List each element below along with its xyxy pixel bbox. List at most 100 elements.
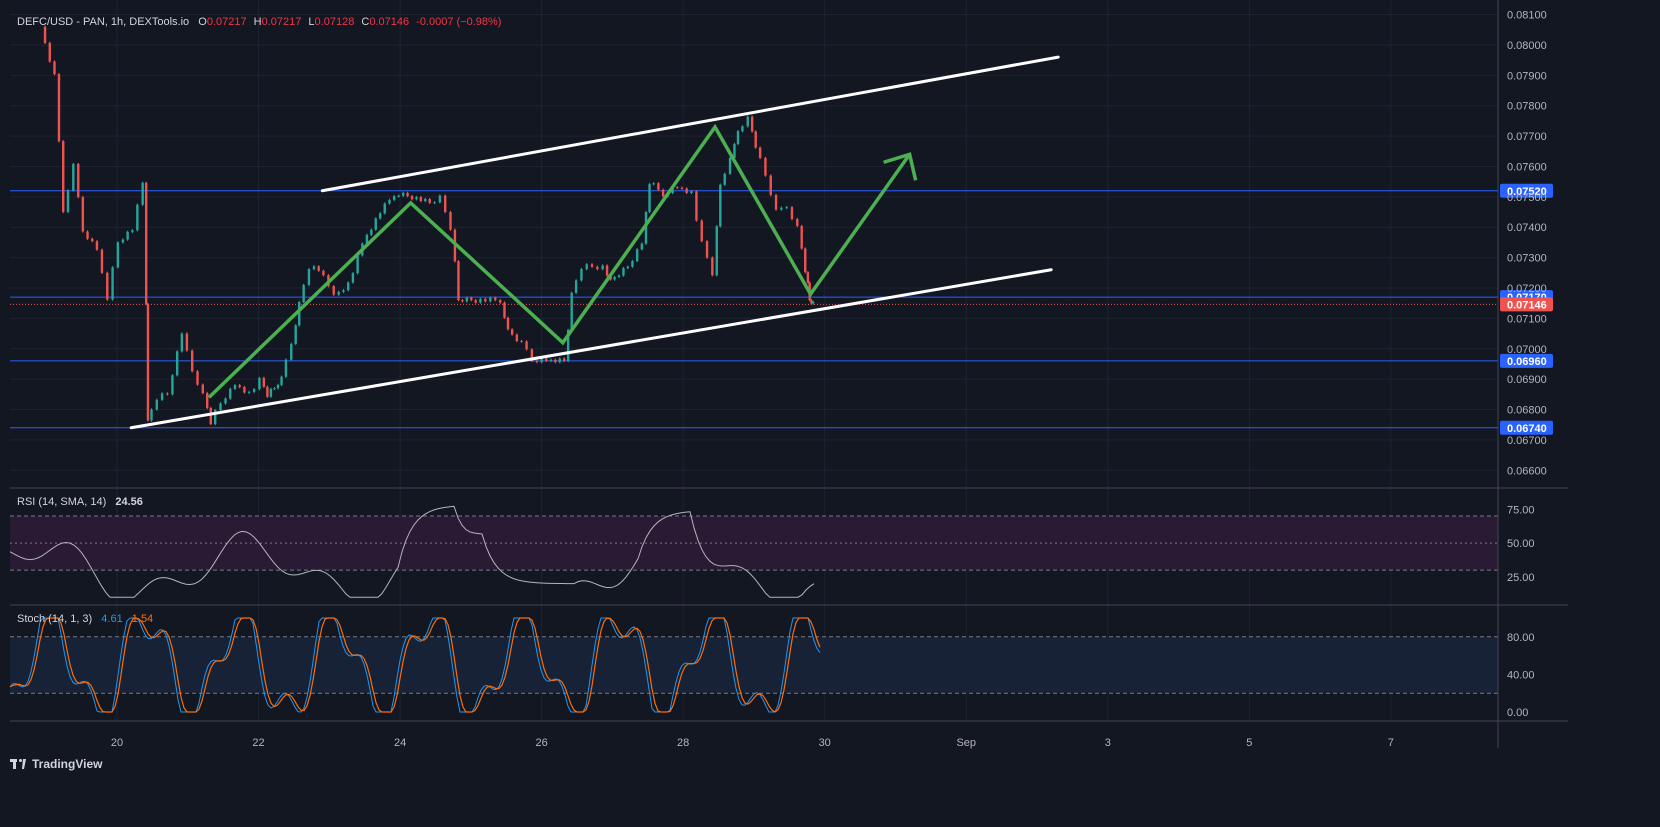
candle-up <box>365 234 369 244</box>
candle-down <box>238 385 241 388</box>
time-tick-label: 3 <box>1105 737 1111 749</box>
candle-down <box>322 270 325 276</box>
candle-up <box>298 301 301 326</box>
price-tick-label: 0.07100 <box>1507 313 1547 325</box>
candle-down <box>700 220 703 242</box>
candle-up <box>224 398 227 404</box>
candle-down <box>95 241 99 250</box>
candle-up <box>570 292 573 330</box>
candle-down <box>77 164 80 198</box>
candle-up <box>378 213 382 219</box>
stoch-tick-label: 80.00 <box>1507 632 1535 644</box>
channel-lower-line[interactable] <box>129 268 1053 430</box>
candle-up <box>171 375 174 395</box>
candle-down <box>806 272 810 283</box>
candle-down <box>506 317 510 330</box>
candle-down <box>596 266 599 270</box>
candle-down <box>196 371 199 385</box>
price-tick-label: 0.07900 <box>1507 70 1547 82</box>
candle-down <box>515 334 519 342</box>
price-tick-label: 0.07000 <box>1507 344 1547 356</box>
candle-up <box>273 388 276 390</box>
channel-upper-line[interactable] <box>320 55 1060 193</box>
candle-up <box>617 275 621 277</box>
candle-up <box>690 191 693 194</box>
candle-down <box>457 261 460 301</box>
candle-down <box>166 393 169 395</box>
candle-down <box>680 187 684 189</box>
low-value: 0.07128 <box>314 16 355 28</box>
stoch-band <box>10 636 1498 694</box>
candle-down <box>562 358 566 361</box>
candle-down <box>106 272 109 300</box>
candle-down <box>449 212 452 230</box>
candle-up <box>438 195 442 203</box>
price-tick-label: 0.06600 <box>1507 465 1547 477</box>
candle-down <box>510 329 514 335</box>
stoch-tick-label: 0.00 <box>1507 707 1528 719</box>
candle-down <box>804 248 807 273</box>
candle-up <box>558 358 561 363</box>
candle-down <box>525 341 528 350</box>
candle-down <box>419 197 423 202</box>
price-tick-label: 0.08100 <box>1507 10 1547 22</box>
tradingview-brand[interactable]: TradingView <box>10 757 102 771</box>
rsi-label: RSI (14, SMA, 14) <box>17 496 107 508</box>
candle-down <box>206 393 209 409</box>
candle-down <box>535 360 539 363</box>
price-tick-label: 0.06800 <box>1507 405 1547 417</box>
stoch-tick-label: 40.00 <box>1507 669 1535 681</box>
high-key: H <box>253 16 262 28</box>
candle-down <box>605 265 609 276</box>
candle-up <box>626 266 630 269</box>
candle-up <box>141 182 144 205</box>
candle-down <box>100 249 104 273</box>
candle-up <box>397 195 400 197</box>
candle-up <box>72 164 75 191</box>
stoch-pane: 80.00 40.00 0.00 <box>9 617 1535 719</box>
stoch-d-line <box>9 617 821 713</box>
price-tick-label: 0.07700 <box>1507 131 1547 143</box>
rsi-tick-label: 75.00 <box>1507 504 1535 516</box>
candle-down <box>499 300 502 303</box>
candle-up <box>736 131 740 144</box>
candle-up <box>302 284 305 302</box>
candle-down <box>470 297 473 301</box>
candle-up <box>346 282 350 291</box>
axes: 20 22 24 26 28 30 Sep 3 5 7 0.08100 0.08000 0.07900 0… <box>10 0 1568 749</box>
candle-down <box>764 157 767 176</box>
change-value: -0.0007 (−0.98%) <box>416 16 502 28</box>
candle-up <box>121 239 125 243</box>
rsi-band <box>10 516 1498 571</box>
candle-up <box>290 343 293 360</box>
low-key: L <box>308 16 315 28</box>
rsi-tick-label: 25.00 <box>1507 572 1535 584</box>
candle-up <box>540 358 543 363</box>
candle-up <box>723 173 726 185</box>
drawings[interactable] <box>129 55 1060 430</box>
candle-down <box>443 195 447 213</box>
candle-up <box>465 297 469 302</box>
candle-down <box>503 302 506 318</box>
stoch-label: Stoch (14, 1, 3) <box>17 613 93 625</box>
projection-arrowhead[interactable] <box>883 152 918 181</box>
candle-down <box>590 264 594 267</box>
candle-down <box>676 187 679 189</box>
candle-down <box>796 219 799 227</box>
candle-up <box>746 116 749 127</box>
candle-up <box>269 388 273 397</box>
candle-up <box>342 290 345 292</box>
candle-down <box>711 257 714 276</box>
candle-up <box>631 261 634 267</box>
candle-up <box>213 410 217 425</box>
candle-up <box>719 184 722 227</box>
candle-up <box>388 199 391 204</box>
projection-zigzag[interactable] <box>207 123 912 399</box>
candle-up <box>180 333 184 352</box>
candle-up <box>307 269 311 285</box>
candle-up <box>252 389 256 392</box>
candle-down <box>530 349 534 361</box>
price-level-badge <box>1500 420 1553 435</box>
